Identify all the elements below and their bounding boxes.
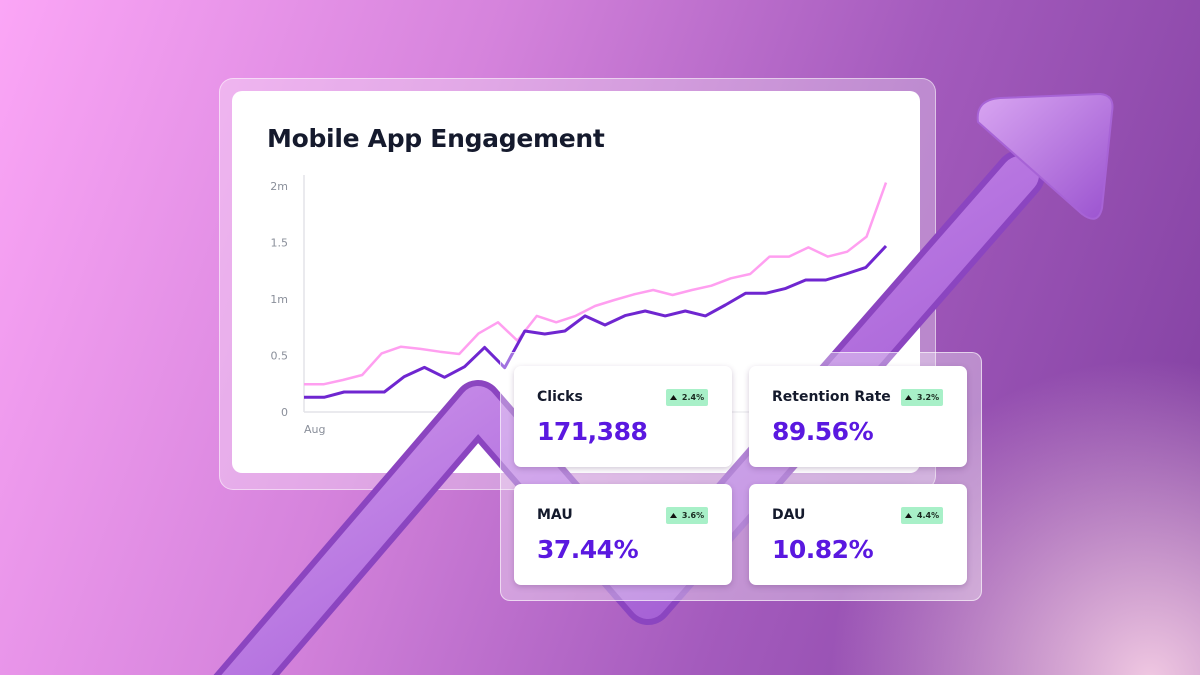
metric-card-mau: MAU 3.6% 37.44% bbox=[514, 484, 732, 585]
y-tick-label: 0 bbox=[281, 406, 288, 419]
triangle-up-icon bbox=[669, 395, 677, 400]
y-tick-label: 1.5 bbox=[271, 237, 289, 250]
metric-label: MAU bbox=[537, 507, 573, 523]
arrow-head bbox=[976, 92, 1114, 220]
metric-card-retention-rate: Retention Rate 3.2% 89.56% bbox=[749, 366, 967, 467]
metric-label: DAU bbox=[772, 507, 806, 523]
change-value: 3.2% bbox=[916, 393, 940, 402]
triangle-up-icon bbox=[904, 395, 912, 400]
change-badge: 3.6% bbox=[666, 507, 708, 524]
change-badge: 3.2% bbox=[901, 389, 943, 406]
metric-value: 37.44% bbox=[537, 535, 639, 564]
change-value: 4.4% bbox=[916, 511, 940, 520]
change-value: 3.6% bbox=[681, 511, 705, 520]
triangle-up-icon bbox=[904, 513, 912, 518]
metric-value: 10.82% bbox=[772, 535, 874, 564]
y-tick-label: 2m bbox=[270, 180, 288, 193]
change-badge: 4.4% bbox=[901, 507, 943, 524]
chart-title: Mobile App Engagement bbox=[267, 124, 605, 153]
y-tick-label: 1m bbox=[270, 293, 288, 306]
metric-value: 171,388 bbox=[537, 417, 648, 446]
change-badge: 2.4% bbox=[666, 389, 708, 406]
metric-card-clicks: Clicks 2.4% 171,388 bbox=[514, 366, 732, 467]
metric-label: Clicks bbox=[537, 389, 583, 405]
triangle-up-icon bbox=[669, 513, 677, 518]
change-value: 2.4% bbox=[681, 393, 705, 402]
metric-value: 89.56% bbox=[772, 417, 874, 446]
x-tick-label: Aug bbox=[304, 423, 325, 436]
line-chart: 0 0.5 1m 1.5 2m Aug bbox=[270, 175, 892, 436]
metric-label: Retention Rate bbox=[772, 389, 891, 405]
series-line-0 bbox=[304, 182, 888, 386]
y-tick-label: 0.5 bbox=[271, 350, 289, 363]
series-line-1 bbox=[304, 244, 888, 399]
metric-card-dau: DAU 4.4% 10.82% bbox=[749, 484, 967, 585]
